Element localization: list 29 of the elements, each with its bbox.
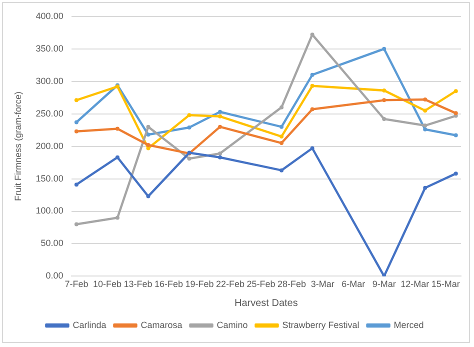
y-tick-label: 350.00 [36, 43, 64, 54]
legend-label: Strawberry Festival [282, 320, 360, 330]
y-tick-label: 150.00 [36, 173, 64, 184]
x-tick-label: 3-Mar [310, 279, 334, 290]
x-tick-label: 7-Feb [64, 279, 88, 290]
x-tick-label: 9-Mar [372, 279, 396, 290]
x-tick-label: 6-Mar [342, 279, 366, 290]
y-tick-label: 100.00 [36, 206, 64, 216]
x-tick-label: 25-Feb [246, 279, 276, 290]
y-tick-label: 200.00 [36, 140, 64, 151]
x-tick-label: 22-Feb [216, 279, 245, 290]
legend-label: Camino [216, 320, 248, 330]
legend-label: Merced [394, 320, 424, 330]
legend-label: Carlinda [72, 320, 106, 330]
y-tick-label: 250.00 [36, 108, 64, 118]
x-tick-label: 16-Feb [154, 279, 184, 290]
legend-label: Camarosa [140, 320, 182, 330]
y-tick-label: 300.00 [36, 76, 64, 86]
x-tick-label: 19-Feb [185, 279, 214, 290]
x-tick-label: 12-Mar [400, 279, 430, 290]
y-tick-label: 0.00 [46, 270, 64, 281]
x-tick-label: 28-Feb [278, 279, 306, 290]
x-tick-label: 10-Feb [92, 279, 122, 290]
y-axis-title: Fruit Firmness (gram-force) [12, 92, 23, 202]
x-tick-label: 13-Feb [124, 279, 152, 290]
y-tick-label: 400.00 [36, 10, 64, 21]
y-tick-label: 50.00 [40, 238, 64, 248]
x-axis-title: Harvest Dates [234, 298, 298, 309]
x-tick-label: 15-Mar [431, 279, 460, 290]
